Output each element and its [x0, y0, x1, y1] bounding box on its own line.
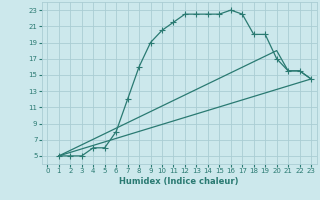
- X-axis label: Humidex (Indice chaleur): Humidex (Indice chaleur): [119, 177, 239, 186]
